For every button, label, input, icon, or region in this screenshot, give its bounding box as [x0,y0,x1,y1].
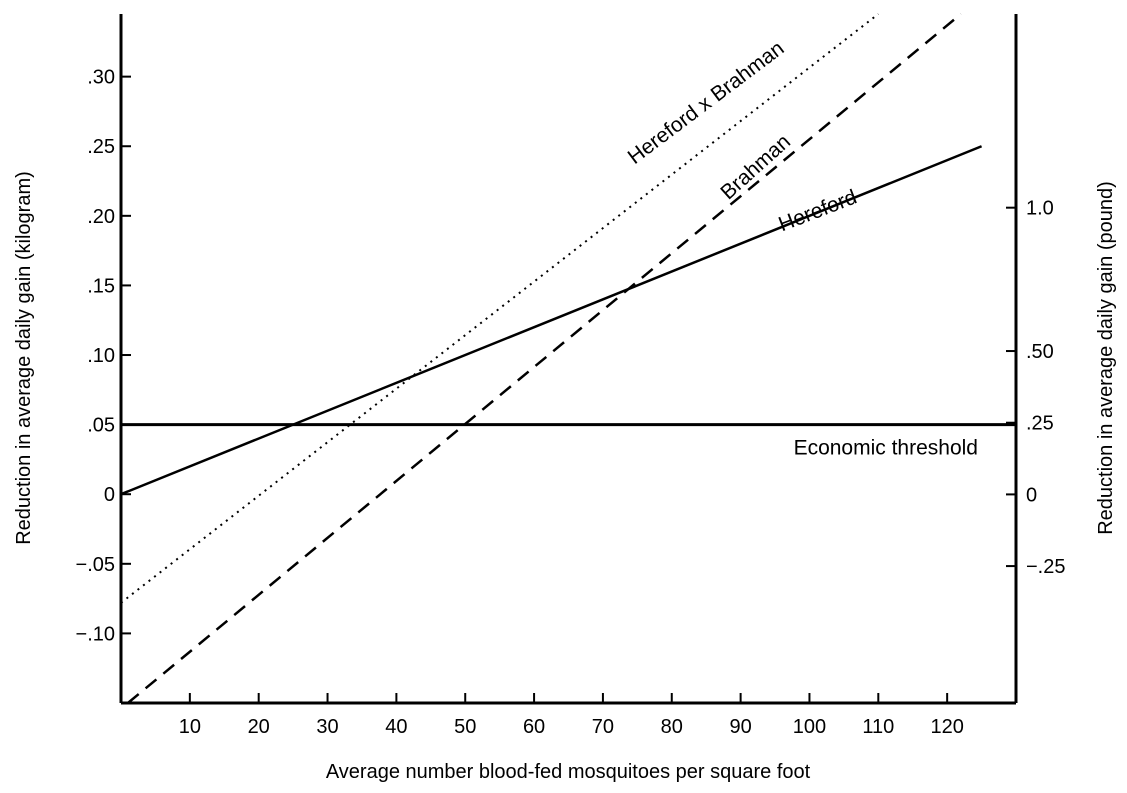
y-tick-label: .20 [87,206,115,228]
y-tick-label: −.05 [76,554,115,576]
x-tick-label: 110 [862,716,894,738]
x-tick-label: 50 [454,716,476,738]
x-tick-label: 30 [316,716,338,738]
x-tick-label: 20 [248,716,270,738]
x-axis-title: Average number blood-fed mosquitoes per … [326,761,811,783]
y-tick-label: 0 [104,484,115,506]
series-label: Hereford [775,186,860,237]
y2-axis-title: Reduction in average daily gain (pound) [1095,181,1117,535]
y-tick-label: .10 [87,345,115,367]
x-tick-label: 90 [729,716,751,738]
series-label: Brahman [716,130,795,204]
y2-tick-label: −.25 [1026,556,1065,578]
x-tick-label: 70 [592,716,614,738]
series-lines [120,13,1016,704]
x-tick-label: 100 [793,716,826,738]
labels: Economic thresholdHerefordBrahmanHerefor… [13,37,1117,783]
y-axis-title: Reduction in average daily gain (kilogra… [13,171,35,545]
y-tick-label: .05 [87,415,115,437]
y-tick-label: .25 [87,136,115,158]
x-tick-label: 120 [930,716,963,738]
x-tick-label: 80 [661,716,683,738]
y-tick-label: .30 [87,67,115,89]
x-tick-label: 40 [385,716,407,738]
x-tick-label: 60 [523,716,545,738]
threshold-label: Economic threshold [794,437,978,460]
series-line-2 [120,13,879,604]
y2-tick-label: 1.0 [1026,198,1054,220]
series-line-1 [127,13,962,704]
ticks: 10 20 30 40 50 60 70 80 90 100 110 120 .30 .25 .20 .15.… [76,67,1066,738]
y2-tick-label: .50 [1026,341,1054,363]
series-line-0 [120,145,983,496]
y-tick-label: −.10 [76,623,115,645]
x-tick-label: 10 [179,716,201,738]
y2-tick-label: 0 [1026,484,1037,506]
y-tick-label: .15 [87,275,115,297]
y2-tick-label: .25 [1026,413,1054,435]
axes [119,14,1018,705]
